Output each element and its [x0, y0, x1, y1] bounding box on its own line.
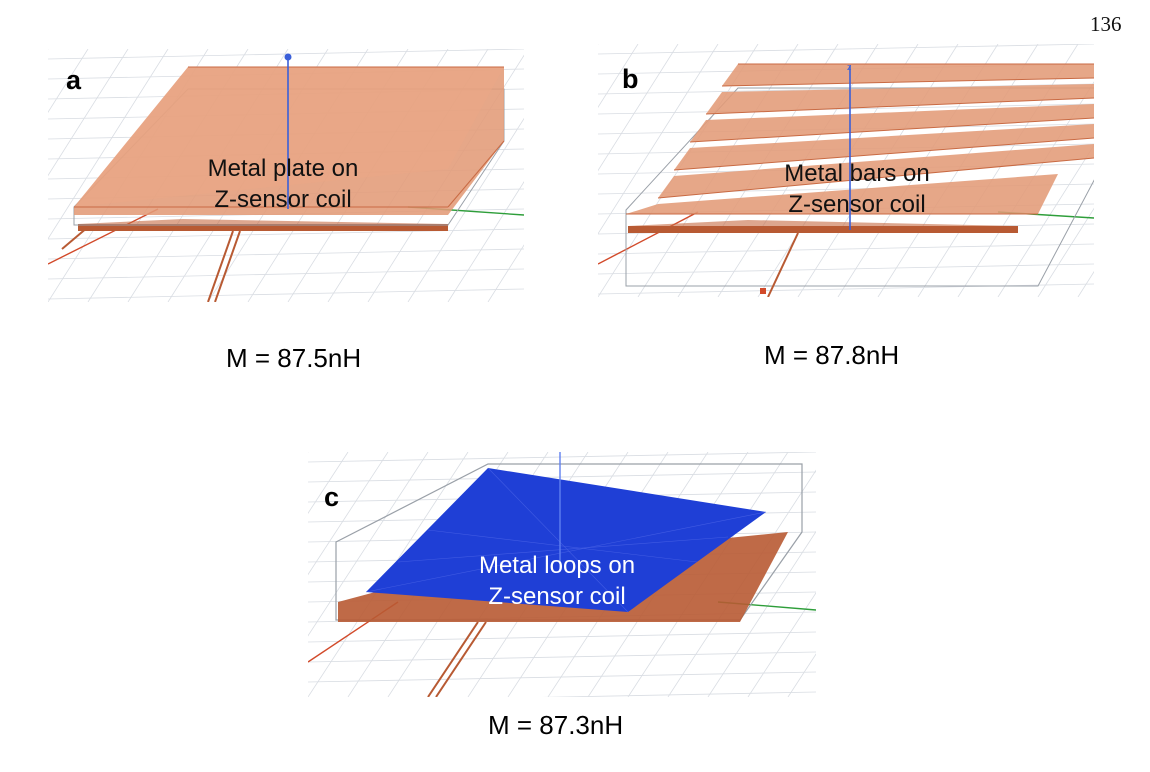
- lead-wire: [767, 232, 799, 297]
- caption-a: M = 87.5nH: [226, 343, 362, 373]
- panel-label: Metal bars on Z-sensor coil: [732, 158, 982, 220]
- lead-wire: [435, 621, 487, 697]
- caption-b: M = 87.8nH: [764, 340, 900, 370]
- panel-letter: a: [66, 65, 82, 95]
- coil-base-top: [78, 219, 448, 224]
- panel-a: a Metal plate on Z-sensor coil: [48, 49, 524, 302]
- metal-loops: [366, 468, 766, 612]
- panel-label: Metal plate on Z-sensor coil: [158, 153, 408, 215]
- panel-letter: c: [324, 482, 340, 512]
- coil-base-top: [628, 220, 1018, 226]
- lead-wire: [61, 226, 89, 250]
- plate-edge: [447, 140, 505, 208]
- z-axis-marker: [284, 53, 292, 61]
- panel-label-line1: Metal plate on: [207, 155, 359, 182]
- metal-plate-top: [74, 67, 504, 207]
- panel-label-line2: Z-sensor coil: [488, 583, 626, 610]
- lead-wire: [207, 230, 234, 302]
- panel-c: c Metal loops on Z-sensor coil: [308, 452, 816, 697]
- panel-label-line1: Metal loops on: [478, 552, 636, 579]
- z-axis-label: z: [847, 62, 852, 72]
- substrate-outline: [625, 87, 1094, 287]
- lead-wire: [427, 621, 479, 697]
- metal-bars: [626, 63, 1094, 215]
- panel-label-line2: Z-sensor coil: [788, 191, 926, 218]
- panel-b: z b Metal bars on Z-sensor coil: [598, 44, 1094, 297]
- coil-base: [628, 226, 1018, 233]
- coil-base: [78, 224, 448, 231]
- panel-label-line2: Z-sensor coil: [214, 186, 352, 213]
- panel-a-render: [48, 49, 524, 302]
- caption-c: M = 87.3nH: [488, 710, 624, 740]
- panel-letter: b: [622, 64, 639, 94]
- panel-c-render: [308, 452, 816, 697]
- port-marker: [760, 288, 766, 294]
- page-number: 136: [1090, 12, 1122, 36]
- y-axis-line: [598, 211, 699, 265]
- panel-label: Metal loops on Z-sensor coil: [432, 550, 682, 612]
- y-axis-line: [48, 208, 159, 265]
- lead-wire: [214, 230, 241, 302]
- panel-b-render: z: [598, 44, 1094, 297]
- panel-label-line1: Metal bars on: [784, 160, 930, 187]
- loop-lines: [365, 467, 767, 613]
